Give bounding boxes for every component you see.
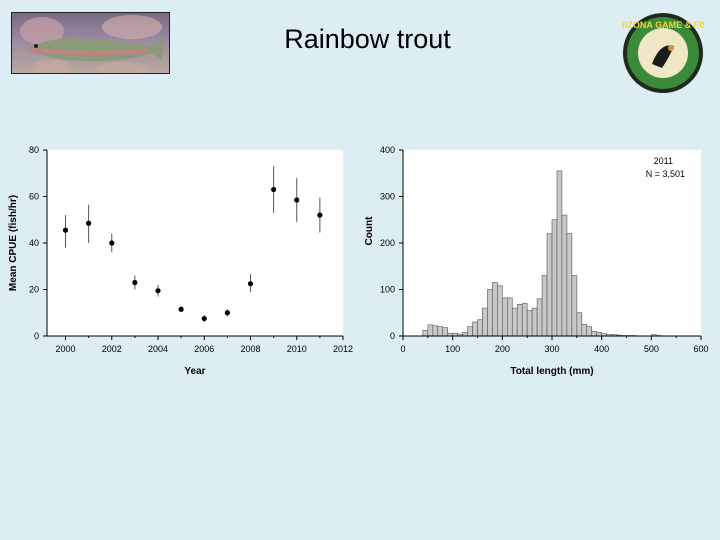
cpue-x-tick-label: 2002 [102, 344, 122, 354]
histogram-bar [482, 307, 488, 337]
cpue-x-axis-label: Year [184, 366, 205, 377]
histogram-bar [531, 307, 538, 337]
logo-text: ARIZONA GAME & FISH [622, 20, 704, 30]
histogram-bar [437, 326, 444, 337]
cpue-point [294, 197, 300, 203]
cpue-point [178, 306, 184, 312]
histogram-bar [462, 331, 468, 337]
histogram-bar [427, 324, 434, 337]
cpue-point [247, 281, 254, 287]
histogram-x-axis-label: Total length (mm) [510, 366, 593, 377]
cpue-y-tick-label: 0 [34, 331, 39, 341]
rainbow-trout-photo-icon [20, 15, 164, 73]
histogram-bar [492, 282, 498, 337]
histogram-x-tick-label: 200 [495, 344, 510, 354]
cpue-point [155, 288, 161, 294]
cpue-y-tick-label: 60 [29, 192, 39, 202]
histogram-bar [487, 289, 493, 337]
histogram-x-tick-label: 300 [544, 344, 559, 354]
cpue-x-tick-label: 2000 [55, 344, 75, 354]
cpue-point [109, 240, 115, 246]
cpue-y-tick-label: 80 [29, 145, 39, 155]
histogram-y-tick-label: 100 [380, 285, 395, 295]
cpue-point [62, 227, 69, 233]
histogram-bar [422, 330, 429, 337]
histogram-bar [526, 310, 533, 337]
histogram-x-tick-label: 500 [644, 344, 659, 354]
histogram-x-tick-label: 400 [594, 344, 609, 354]
cpue-x-tick-label: 2006 [194, 344, 214, 354]
histogram-bar [497, 285, 503, 337]
histogram-bar [571, 275, 578, 337]
histogram-bar [521, 303, 528, 337]
histogram-bar [536, 298, 543, 337]
cpue-x-tick-label: 2004 [148, 344, 168, 354]
cpue-point [271, 186, 277, 193]
histogram-bar [596, 331, 602, 337]
histogram-y-tick-label: 400 [380, 145, 395, 155]
histogram-y-tick-label: 200 [380, 238, 395, 248]
cpue-x-tick-label: 2012 [333, 344, 353, 354]
cpue-x-tick-label: 2008 [240, 344, 260, 354]
histogram-bar [566, 233, 573, 337]
histogram-bar [551, 219, 558, 337]
histogram-annotation: 2011 [654, 156, 673, 166]
cpue-point [224, 310, 230, 316]
histogram-x-tick-label: 100 [445, 344, 460, 354]
histogram-bar [472, 321, 478, 337]
histogram-bar [591, 331, 598, 337]
histogram-bar [506, 297, 513, 337]
histogram-bar [477, 319, 483, 337]
slide-title: Rainbow trout [284, 24, 451, 54]
histogram-bar [502, 297, 508, 337]
histogram-bar [442, 327, 449, 337]
cpue-point [86, 220, 92, 226]
histogram-bar [511, 307, 518, 337]
histogram-bar [556, 170, 563, 337]
histogram-bar [561, 214, 568, 337]
trout-photo [11, 12, 170, 74]
histogram-y-tick-label: 300 [380, 192, 395, 202]
cpue-x-tick-label: 2010 [287, 344, 307, 354]
cpue-y-tick-label: 20 [29, 285, 39, 295]
histogram-y-axis-label: Count [364, 216, 375, 246]
histogram-y-tick-label: 0 [390, 331, 395, 341]
arizona-game-and-fish-logo-icon: ARIZONA GAME & FISH [612, 13, 714, 93]
histogram-x-tick-label: 600 [693, 344, 708, 354]
cpue-plot-area [47, 150, 343, 336]
cpue-point [317, 212, 323, 218]
histogram-bar [581, 324, 588, 337]
cpue-point [201, 315, 207, 322]
cpue-y-axis-label: Mean CPUE (fish/hr) [8, 195, 19, 291]
cpue-y-tick-label: 40 [29, 238, 39, 248]
histogram-bar [432, 325, 439, 337]
cpue-point [132, 279, 138, 286]
histogram-bar [546, 233, 553, 337]
histogram-bar [576, 312, 583, 337]
histogram-bar [541, 275, 548, 337]
agency-logo: ARIZONA GAME & FISH [612, 12, 714, 94]
histogram-bar [586, 326, 593, 337]
histogram-bar [467, 326, 473, 337]
histogram-bar [516, 304, 523, 337]
histogram-annotation: N = 3,501 [646, 169, 685, 179]
histogram-x-tick-label: 0 [400, 344, 405, 354]
